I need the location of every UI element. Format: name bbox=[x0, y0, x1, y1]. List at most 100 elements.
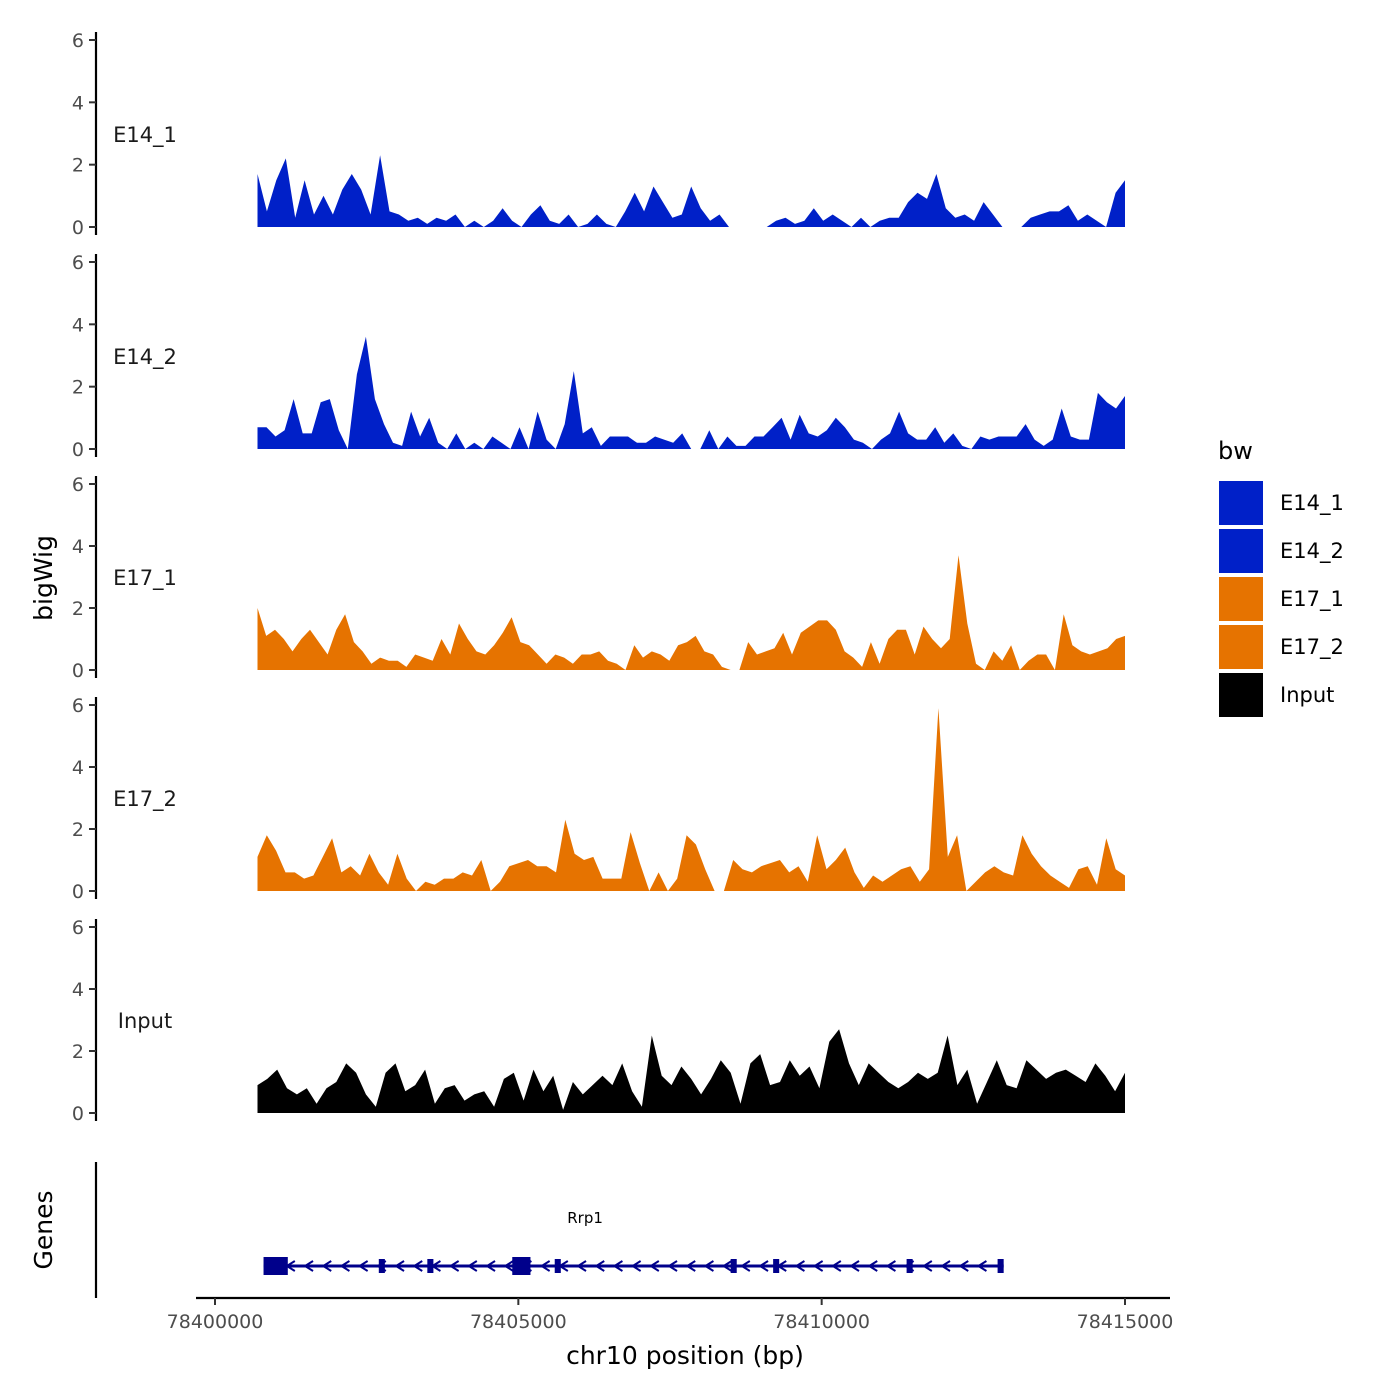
gene-strand-arrow bbox=[739, 1260, 751, 1272]
y-tick-label: 2 bbox=[72, 1041, 84, 1063]
y-tick-label: 0 bbox=[72, 217, 84, 239]
y-tick-label: 6 bbox=[72, 474, 84, 496]
y-tick-label: 0 bbox=[72, 439, 84, 461]
y-tick-label: 2 bbox=[72, 155, 84, 177]
gene-strand-arrow bbox=[321, 1260, 332, 1272]
track-label-E17_1: E17_1 bbox=[113, 566, 177, 591]
track-label-Input: Input bbox=[118, 1009, 172, 1033]
gene-strand-arrow bbox=[303, 1260, 314, 1272]
gene-strand-arrow bbox=[339, 1260, 350, 1272]
track-panel-E14_2: 0 2 4 6 E14_2 bbox=[72, 252, 1125, 461]
y-tick-label: 2 bbox=[72, 598, 84, 620]
y-tick-label: 4 bbox=[72, 92, 84, 114]
legend-label-E14_2: E14_2 bbox=[1280, 539, 1344, 564]
gene-strand-arrow bbox=[412, 1260, 423, 1272]
gene-exon bbox=[263, 1257, 288, 1275]
y-tick-label: 6 bbox=[72, 252, 84, 274]
gene-track-title: Genes bbox=[29, 1190, 58, 1269]
x-axis-title: chr10 position (bp) bbox=[566, 1341, 804, 1370]
gene-strand-arrow bbox=[976, 1260, 987, 1272]
gene-strand-arrow bbox=[849, 1260, 860, 1272]
gene-exon bbox=[554, 1259, 561, 1273]
track-panel-E17_1: 0 2 4 6 E17_1 bbox=[72, 474, 1125, 682]
area-series-E17_1 bbox=[257, 555, 1125, 670]
track-label-E14_1: E14_1 bbox=[113, 123, 177, 148]
gene-strand-arrow bbox=[721, 1260, 733, 1272]
x-tick-label: 78405000 bbox=[470, 1311, 567, 1333]
y-tick-label: 4 bbox=[72, 536, 84, 558]
y-tick-label: 0 bbox=[72, 881, 84, 903]
gene-exon bbox=[427, 1259, 434, 1273]
track-panel-E14_1: 0 2 4 6 E14_1 bbox=[72, 30, 1125, 239]
x-tick-label: 78410000 bbox=[773, 1311, 870, 1333]
legend-label-E14_1: E14_1 bbox=[1280, 491, 1344, 516]
gene-exon bbox=[378, 1259, 385, 1273]
gene-strand-arrow bbox=[448, 1260, 460, 1272]
gene-strand-arrow bbox=[648, 1260, 660, 1272]
legend: bw E14_1 E14_2 E17_1 E17_2 Input bbox=[1217, 437, 1344, 719]
y-tick-label: 6 bbox=[72, 30, 84, 52]
gene-exon bbox=[730, 1259, 737, 1273]
gene-strand-arrow bbox=[357, 1260, 369, 1272]
gene-strand-arrow bbox=[812, 1260, 824, 1272]
gene-strand-arrow bbox=[958, 1260, 969, 1272]
legend-label-E17_1: E17_1 bbox=[1280, 587, 1344, 612]
area-series-Input bbox=[257, 1029, 1125, 1113]
y-tick-label: 0 bbox=[72, 1103, 84, 1125]
gene-strand-arrow bbox=[539, 1260, 551, 1272]
gene-strand-arrow bbox=[667, 1260, 678, 1272]
y-tick-label: 4 bbox=[72, 979, 84, 1001]
gene-track: Rrp1 bbox=[94, 1162, 1004, 1298]
gene-strand-arrow bbox=[830, 1260, 842, 1272]
legend-swatch-Input bbox=[1217, 671, 1265, 719]
x-axis: 78400000 78405000 78410000 78415000 bbox=[167, 1296, 1174, 1333]
legend-label-E17_2: E17_2 bbox=[1280, 635, 1344, 660]
track-label-E17_2: E17_2 bbox=[113, 787, 177, 812]
y-tick-label: 6 bbox=[72, 917, 84, 939]
gene-strand-arrow bbox=[394, 1260, 405, 1272]
area-series-E14_1 bbox=[257, 155, 1125, 227]
y-tick-label: 4 bbox=[72, 757, 84, 779]
y-tick-label: 2 bbox=[72, 819, 84, 841]
legend-title: bw bbox=[1218, 437, 1253, 465]
gene-strand-arrow bbox=[885, 1260, 896, 1272]
x-tick-label: 78400000 bbox=[167, 1311, 264, 1333]
track-panel-Input: 0 2 4 6 Input bbox=[72, 917, 1125, 1125]
y-tick-label: 4 bbox=[72, 314, 84, 336]
track-label-E14_2: E14_2 bbox=[113, 345, 177, 370]
y-axis-title: bigWig bbox=[29, 535, 58, 621]
legend-swatch-E17_2 bbox=[1217, 623, 1265, 671]
gene-name-label: Rrp1 bbox=[567, 1209, 603, 1227]
gene-strand-arrow bbox=[703, 1260, 714, 1272]
y-tick-label: 0 bbox=[72, 660, 84, 682]
x-tick-label: 78415000 bbox=[1077, 1311, 1174, 1333]
gene-strand-arrow bbox=[758, 1260, 769, 1272]
legend-swatch-E14_2 bbox=[1217, 527, 1265, 575]
gene-strand-arrow bbox=[594, 1260, 605, 1272]
area-series-E14_2 bbox=[257, 336, 1125, 449]
legend-swatch-E17_1 bbox=[1217, 575, 1265, 623]
gene-exon bbox=[906, 1259, 913, 1273]
area-series-E17_2 bbox=[257, 708, 1125, 891]
legend-label-Input: Input bbox=[1280, 683, 1334, 707]
gene-strand-arrow bbox=[503, 1260, 514, 1272]
gene-exon bbox=[997, 1259, 1004, 1273]
gene-exon bbox=[512, 1257, 531, 1275]
gene-strand-arrow bbox=[612, 1260, 623, 1272]
gene-exon bbox=[773, 1259, 780, 1273]
legend-swatch-E14_1 bbox=[1217, 479, 1265, 527]
gene-strand-arrow bbox=[794, 1260, 805, 1272]
gene-strand-arrow bbox=[485, 1260, 496, 1272]
track-panel-E17_2: 0 2 4 6 E17_2 bbox=[72, 695, 1125, 903]
gene-strand-arrow bbox=[921, 1260, 933, 1272]
gene-strand-arrow bbox=[466, 1260, 478, 1272]
y-tick-label: 6 bbox=[72, 695, 84, 717]
gene-strand-arrow bbox=[867, 1260, 878, 1272]
gene-strand-arrow bbox=[685, 1260, 696, 1272]
gene-strand-arrow bbox=[940, 1260, 951, 1272]
y-tick-label: 2 bbox=[72, 377, 84, 399]
gene-strand-arrow bbox=[630, 1260, 642, 1272]
gene-strand-arrow bbox=[576, 1260, 587, 1272]
track-panels: 0 2 4 6 E14_1 0 2 4 6 E14_2 0 2 4 6 E17_1 0 2 4 6 E17_2 0 2 4 6… bbox=[72, 30, 1125, 1125]
